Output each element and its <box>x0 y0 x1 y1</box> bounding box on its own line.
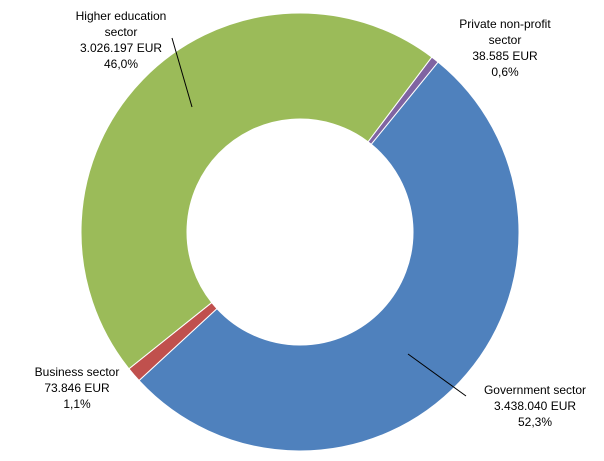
label-private-non-profit-value: 38.585 EUR <box>472 49 538 63</box>
label-higher-education-sector: Higher education sector 3.026.197 EUR 46… <box>46 8 196 72</box>
label-higher-education-name-line2: sector <box>104 25 138 39</box>
label-private-non-profit-percent: 0,6% <box>491 65 519 79</box>
label-business-sector: Business sector 73.846 EUR 1,1% <box>7 364 147 412</box>
label-higher-education-name-line1: Higher education <box>75 9 167 23</box>
label-private-non-profit-name-line2: sector <box>488 33 522 47</box>
label-higher-education-value: 3.026.197 EUR <box>79 41 163 55</box>
label-government-sector: Government sector 3.438.040 EUR 52,3% <box>470 382 600 430</box>
label-business-percent: 1,1% <box>63 397 91 411</box>
label-government-value: 3.438.040 EUR <box>493 399 577 413</box>
donut-slice-government <box>138 61 520 452</box>
label-higher-education-percent: 46,0% <box>103 57 139 71</box>
label-private-non-profit-name-line1: Private non-profit <box>459 17 551 31</box>
leader-line-higher-education <box>171 37 193 108</box>
label-business-name: Business sector <box>34 365 120 379</box>
label-government-percent: 52,3% <box>517 415 553 429</box>
leader-line-government <box>407 353 467 397</box>
label-government-name: Government sector <box>483 383 587 397</box>
label-private-non-profit-sector: Private non-profit sector 38.585 EUR 0,6… <box>430 16 580 80</box>
donut-slice-higher-education <box>80 12 433 370</box>
label-business-value: 73.846 EUR <box>44 381 110 395</box>
